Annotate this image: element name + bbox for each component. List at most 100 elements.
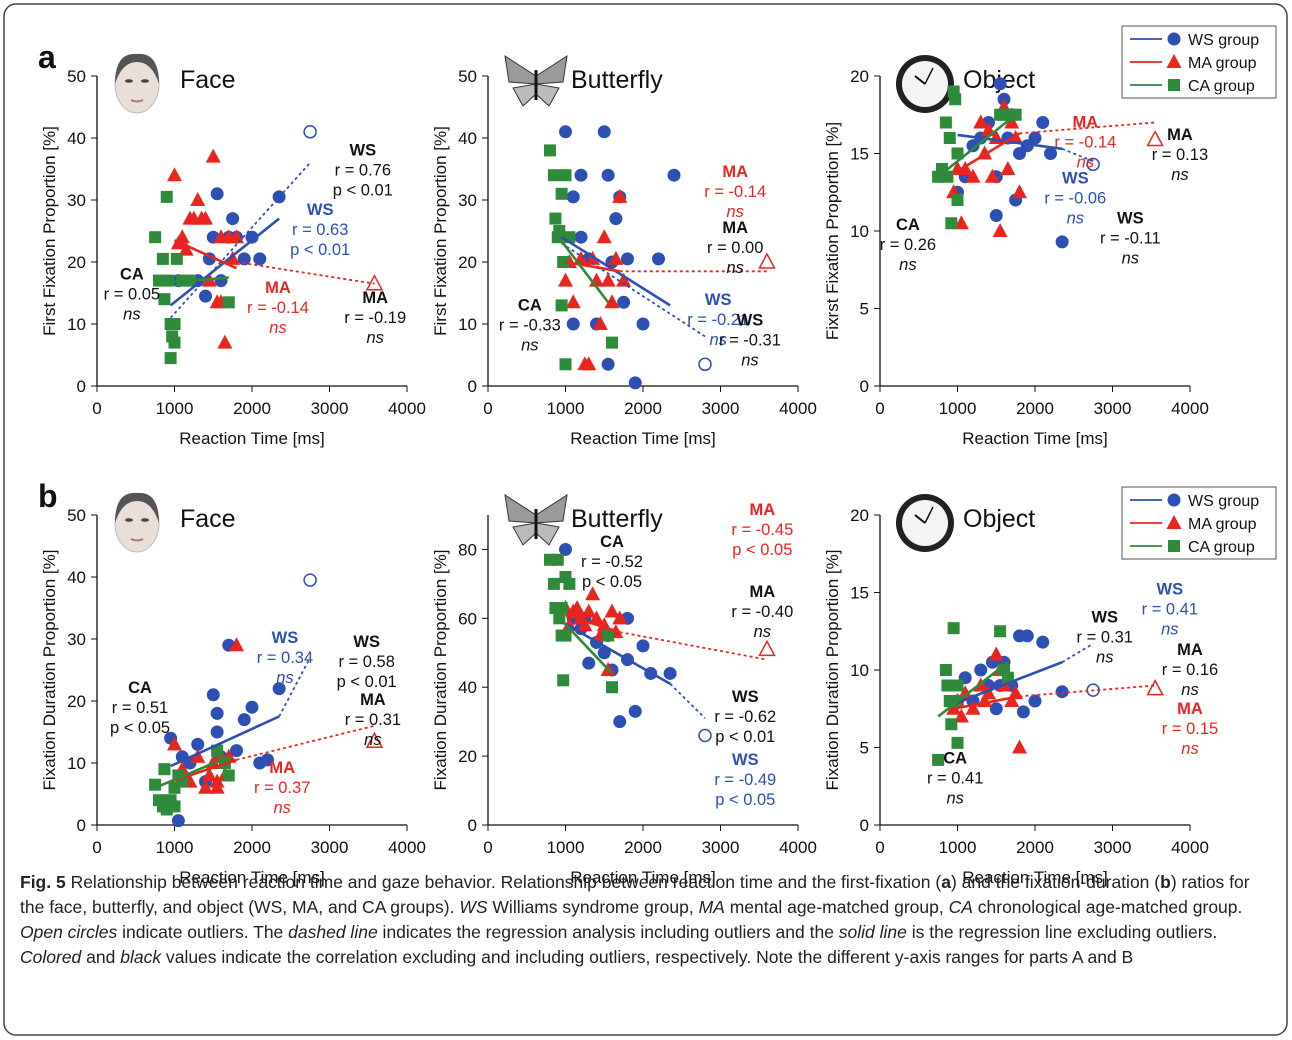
icon (505, 56, 567, 106)
annotation: MA (750, 583, 776, 601)
panel-label: b (38, 478, 58, 514)
x-tick-label: 0 (483, 838, 492, 857)
point (575, 169, 588, 182)
annotation: r = -0.11 (1100, 230, 1161, 248)
y-axis-label: Fixrst Fixation Proportion [%] (823, 122, 842, 340)
annotation: WS (1062, 169, 1089, 187)
icon (115, 493, 159, 552)
point (557, 674, 569, 686)
x-tick-label: 0 (92, 838, 101, 857)
annotation: p < 0.01 (715, 728, 775, 746)
point (1021, 629, 1034, 642)
point (1036, 116, 1049, 129)
point (161, 191, 173, 203)
point (994, 77, 1007, 90)
x-tick-label: 1000 (547, 838, 585, 857)
point (945, 217, 957, 229)
x-axis-label: Reaction Time [ms] (962, 429, 1108, 448)
annotation: MA (1167, 126, 1193, 144)
x-tick-label: 0 (875, 399, 884, 418)
x-tick-label: 3000 (311, 838, 349, 857)
annotation: WS (705, 291, 732, 309)
annotation: MA (360, 691, 386, 709)
point (1056, 685, 1069, 698)
y-tick-label: 5 (860, 300, 869, 319)
annotation: WS (353, 633, 380, 651)
point (211, 726, 224, 739)
caption-text: indicate outliers. The (117, 922, 288, 942)
annotation: r = 0.76 (335, 161, 391, 179)
annotation: MA (1177, 700, 1203, 718)
y-tick-label: 10 (67, 754, 86, 773)
annotation: ns (1181, 681, 1198, 699)
point (629, 705, 642, 718)
annotation: p < 0.01 (333, 181, 393, 199)
point (993, 223, 1008, 237)
point (548, 578, 560, 590)
y-axis-label: First Fixation Proportion [%] (431, 126, 450, 336)
y-tick-label: 60 (458, 609, 477, 628)
x-tick-label: 4000 (779, 399, 817, 418)
point (560, 358, 572, 370)
y-tick-label: 0 (860, 377, 869, 396)
annotation: r = -0.14 (1054, 134, 1116, 152)
annotation: WS (732, 751, 759, 769)
y-axis-label: Fixation Duration Proportion [%] (40, 550, 59, 791)
point (223, 769, 235, 781)
point (169, 337, 181, 349)
annotation: ns (1161, 620, 1178, 638)
x-axis-label: Reaction Time [ms] (179, 429, 325, 448)
y-tick-label: 15 (850, 584, 869, 603)
point (945, 718, 957, 730)
point (601, 273, 616, 287)
x-tick-label: 2000 (624, 838, 662, 857)
panel-label: a (38, 39, 56, 75)
point (989, 647, 1004, 661)
annotation: MA (269, 759, 295, 777)
wing (536, 523, 559, 545)
point (637, 318, 650, 331)
x-tick-label: 1000 (547, 399, 585, 418)
caption-text: WS (459, 897, 487, 917)
caption-text: dashed line (288, 922, 378, 942)
point (617, 296, 630, 309)
x-tick-label: 4000 (388, 399, 426, 418)
annotation: WS (732, 688, 759, 706)
annotation: WS (350, 141, 377, 159)
y-tick-label: 10 (67, 315, 86, 334)
annotation: MA (1177, 641, 1203, 659)
annotation: ns (1067, 209, 1084, 227)
annotation: p < 0.01 (337, 673, 397, 691)
annotation: MA (722, 163, 748, 181)
caption-text: chronological age-matched group. (973, 897, 1242, 917)
annotation: MA (362, 289, 388, 307)
annotation: r = -0.52 (581, 553, 643, 571)
point (226, 212, 239, 225)
point (1168, 33, 1181, 46)
point (556, 188, 568, 200)
y-tick-label: 40 (67, 129, 86, 148)
point (1017, 705, 1030, 718)
point (606, 337, 618, 349)
y-tick-label: 5 (860, 739, 869, 758)
caption-text: is the regression line excluding outlier… (907, 922, 1217, 942)
caption-text: mental age-matched group, (725, 897, 949, 917)
x-tick-label: 2000 (624, 399, 662, 418)
caption-text: indicates the regression analysis includ… (378, 922, 839, 942)
point (169, 318, 181, 330)
annotation: r = -0.33 (499, 316, 561, 334)
point (668, 169, 681, 182)
point (560, 630, 572, 642)
point (304, 126, 316, 138)
point (1168, 540, 1180, 552)
regression-line-all (670, 684, 705, 718)
point (167, 167, 182, 181)
annotation: ns (899, 256, 916, 274)
annotation: ns (521, 336, 538, 354)
annotation: WS (1117, 210, 1144, 228)
point (606, 681, 618, 693)
point (149, 231, 161, 243)
eye (125, 518, 133, 522)
point (253, 252, 266, 265)
annotation: MA (750, 501, 776, 519)
